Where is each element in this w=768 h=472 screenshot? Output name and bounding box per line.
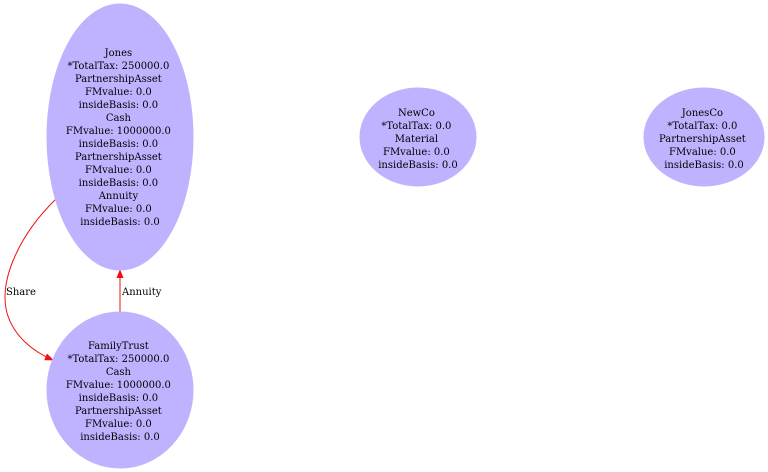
node-jonesco: JonesCo *TotalTax: 0.0 PartnershipAsset … — [643, 87, 765, 187]
node-newco-line: FMvalue: 0.0 — [383, 147, 450, 158]
node-familytrust: FamilyTrust *TotalTax: 250000.0 Cash FMv… — [46, 311, 194, 469]
node-jones-line: insideBasis: 0.0 — [79, 139, 159, 150]
node-familytrust-label: FamilyTrust *TotalTax: 250000.0 Cash FMv… — [66, 341, 174, 443]
node-jonesco-line: JonesCo — [681, 108, 723, 119]
node-jones-line: Cash — [106, 113, 132, 124]
node-jonesco-line: insideBasis: 0.0 — [664, 160, 744, 171]
node-jones-line: FMvalue: 0.0 — [85, 87, 152, 98]
node-newco-line: *TotalTax: 0.0 — [381, 121, 451, 132]
edge-share-line — [4, 198, 57, 361]
node-jonesco-shape — [643, 87, 765, 187]
edge-annuity-label: Annuity — [121, 287, 162, 298]
node-jonesco-line: FMvalue: 0.0 — [669, 147, 736, 158]
edge-annuity: Annuity — [116, 269, 162, 312]
node-newco-line: insideBasis: 0.0 — [378, 160, 458, 171]
node-familytrust-line: insideBasis: 0.0 — [80, 432, 160, 443]
node-jones-label: Jones *TotalTax: 250000.0 PartnershipAss… — [66, 48, 174, 228]
node-newco-label: NewCo *TotalTax: 0.0 Material FMvalue: 0… — [378, 108, 458, 171]
node-jones-line: FMvalue: 0.0 — [85, 165, 152, 176]
node-jones-line: FMvalue: 1000000.0 — [66, 126, 171, 137]
node-newco-line: Material — [395, 134, 438, 145]
node-jones-line: PartnershipAsset — [75, 152, 162, 163]
node-familytrust-shape — [46, 311, 194, 469]
node-familytrust-line: FMvalue: 0.0 — [85, 419, 152, 430]
node-familytrust-line: PartnershipAsset — [75, 406, 162, 417]
node-newco: NewCo *TotalTax: 0.0 Material FMvalue: 0… — [359, 87, 477, 187]
node-jones-line: insideBasis: 0.0 — [79, 100, 159, 111]
node-jones-shape — [46, 3, 194, 271]
node-jones-line: Annuity — [98, 191, 139, 202]
node-familytrust-line: Cash — [106, 367, 132, 378]
node-familytrust-line: *TotalTax: 250000.0 — [67, 354, 169, 365]
node-jones-line: FMvalue: 0.0 — [85, 204, 152, 215]
node-jones-line: insideBasis: 0.0 — [80, 217, 160, 228]
edge-share: Share — [4, 198, 57, 361]
node-jonesco-line: *TotalTax: 0.0 — [667, 121, 737, 132]
node-familytrust-line: insideBasis: 0.0 — [79, 393, 159, 404]
node-jones-line: insideBasis: 0.0 — [79, 178, 159, 189]
node-jonesco-line: PartnershipAsset — [659, 134, 746, 145]
node-jones-line: *TotalTax: 250000.0 — [67, 61, 169, 72]
node-newco-shape — [359, 87, 477, 187]
node-jonesco-label: JonesCo *TotalTax: 0.0 PartnershipAsset … — [659, 108, 749, 171]
node-familytrust-line: FamilyTrust — [88, 341, 149, 352]
node-familytrust-line: FMvalue: 1000000.0 — [66, 380, 171, 391]
node-jones-line: PartnershipAsset — [75, 74, 162, 85]
node-jones-line: Jones — [104, 48, 133, 59]
node-newco-line: NewCo — [398, 108, 435, 119]
edge-share-label: Share — [6, 287, 36, 298]
node-jones: Jones *TotalTax: 250000.0 PartnershipAss… — [46, 3, 194, 271]
